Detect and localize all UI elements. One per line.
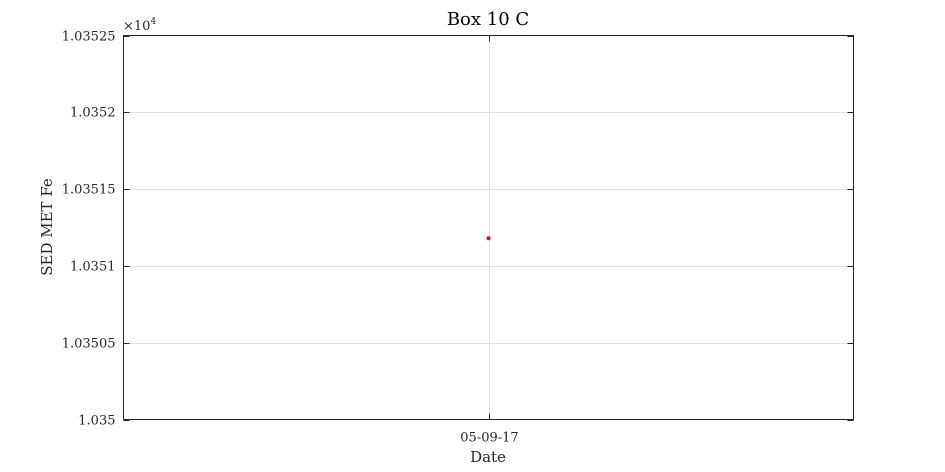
y-axis-multiplier: ×10 [123, 19, 150, 34]
y-tick-labels: 1.035 1.03505 1.0351 1.03515 1.0352 1.03525 [62, 30, 116, 429]
data-point [486, 236, 491, 241]
y-tick-label: 1.0352 [70, 106, 116, 121]
y-axis-label: SED MET Fe [38, 178, 56, 276]
x-tick-labels: 05-09-17 [460, 431, 518, 446]
y-tick-label: 1.03515 [62, 183, 116, 198]
data-points [486, 236, 491, 241]
y-axis-exponent-value: 4 [150, 17, 156, 27]
plot-area-frame [123, 35, 854, 420]
x-tick-label: 05-09-17 [460, 431, 518, 446]
x-axis-label: Date [470, 448, 506, 466]
y-axis-exponent: ×104 [123, 17, 156, 34]
chart-title: Box 10 C [447, 9, 529, 30]
y-tick-label: 1.03505 [62, 337, 116, 352]
axis-ticks [123, 35, 854, 421]
grid [123, 35, 854, 420]
y-tick-label: 1.03525 [62, 30, 116, 45]
y-tick-label: 1.035 [78, 414, 115, 429]
y-tick-label: 1.0351 [70, 260, 116, 275]
